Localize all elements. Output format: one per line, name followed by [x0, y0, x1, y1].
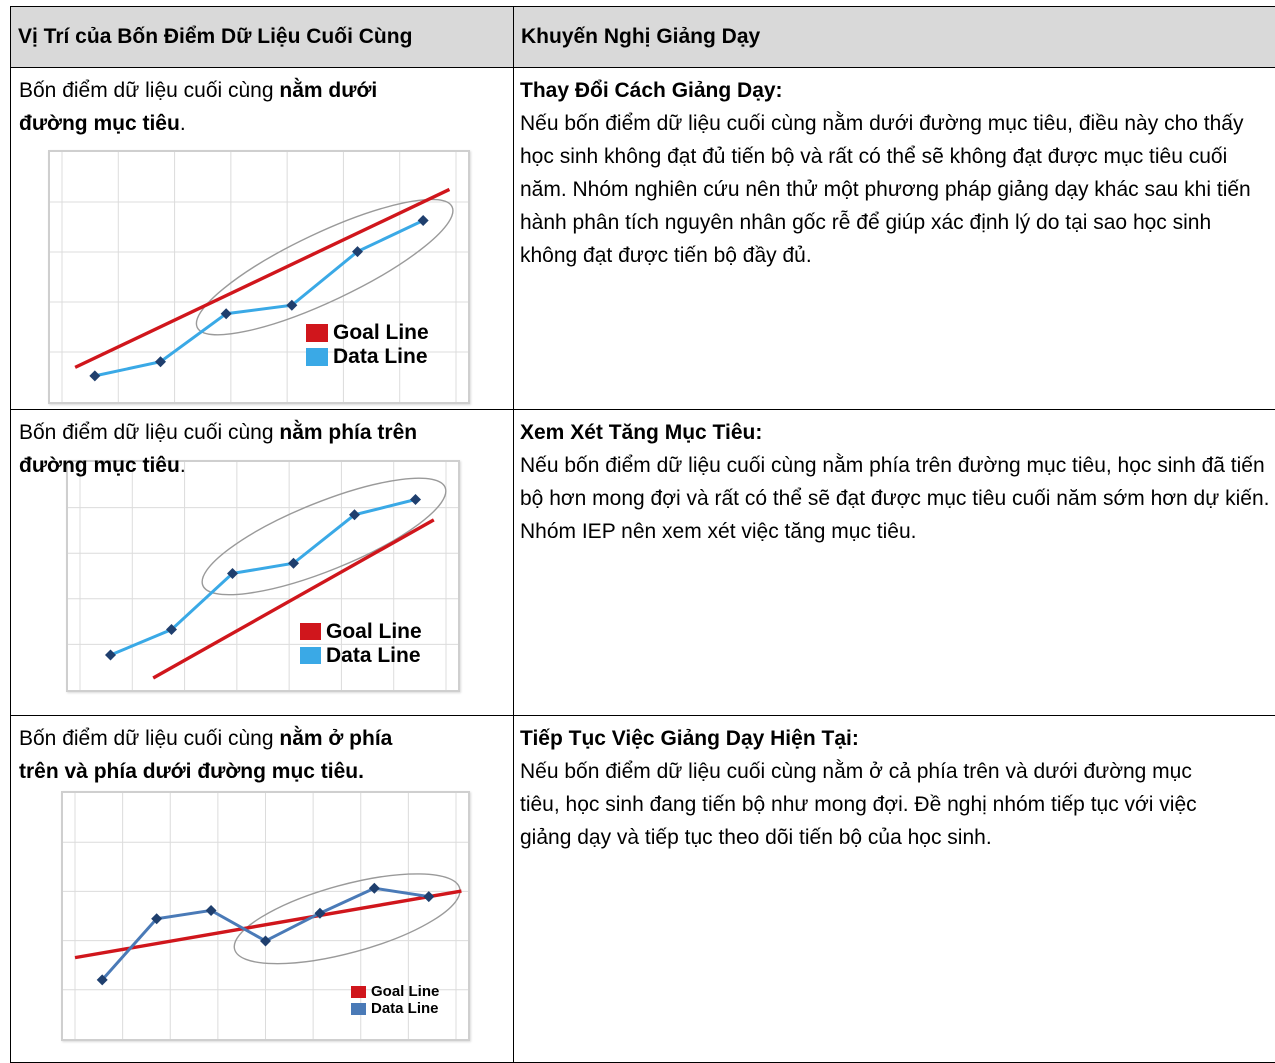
- legend-entry: Data Line: [306, 345, 429, 369]
- legend-swatch: [306, 348, 328, 367]
- recommendation-cell: Thay Đổi Cách Giảng Dạy: Nếu bốn điểm dữ…: [513, 67, 1275, 410]
- table-header-row: Vị Trí của Bốn Điểm Dữ Liệu Cuối Cùng Kh…: [10, 5, 1275, 69]
- data-point: [314, 908, 326, 920]
- location-text: Bốn điểm dữ liệu cuối cùng nằm ở phía tr…: [19, 722, 419, 788]
- location-prefix: Bốn điểm dữ liệu cuối cùng: [19, 727, 280, 751]
- location-text: Bốn điểm dữ liệu cuối cùng nằm phía trên…: [19, 416, 419, 482]
- legend-swatch: [351, 985, 366, 998]
- data-line: [109, 497, 416, 657]
- data-point: [89, 370, 101, 382]
- legend-entry: Data Line: [300, 644, 422, 668]
- location-cell: Bốn điểm dữ liệu cuối cùng nằm dưới đườn…: [10, 67, 514, 410]
- data-point: [288, 557, 299, 569]
- legend-label: Data Line: [371, 1000, 439, 1018]
- data-point: [410, 493, 421, 505]
- data-point: [349, 509, 360, 521]
- chart-above-goal: Goal Line Data Line: [66, 459, 460, 692]
- recommendation-body: Nếu bốn điểm dữ liệu cuối cùng nằm dưới …: [520, 112, 1251, 268]
- legend-label: Goal Line: [371, 983, 440, 1001]
- data-point: [205, 905, 217, 917]
- guidance-table: Vị Trí của Bốn Điểm Dữ Liệu Cuối Cùng Kh…: [10, 5, 1275, 1063]
- data-point: [352, 246, 363, 258]
- data-line: [94, 219, 424, 378]
- legend-swatch: [300, 647, 321, 665]
- data-point: [368, 883, 380, 895]
- chart-legend: Goal Line Data Line: [306, 321, 429, 369]
- highlight-ellipse: [195, 199, 454, 336]
- recommendation-body: Nếu bốn điểm dữ liệu cuối cùng nằm ở cả …: [520, 760, 1197, 850]
- legend-label: Data Line: [326, 643, 421, 667]
- highlight-ellipse: [233, 873, 461, 965]
- table-row: Bốn điểm dữ liệu cuối cùng nằm dưới đườn…: [10, 67, 1275, 410]
- legend-entry: Data Line: [351, 1000, 439, 1017]
- gridlines: [50, 152, 468, 403]
- data-point: [260, 935, 271, 947]
- chart-legend: Goal Line Data Line: [351, 983, 439, 1017]
- location-text: Bốn điểm dữ liệu cuối cùng nằm dưới đườn…: [19, 74, 419, 140]
- chart-plot: [68, 461, 458, 690]
- legend-label: Goal Line: [326, 619, 422, 643]
- location-suffix: .: [179, 453, 186, 477]
- legend-entry: Goal Line: [306, 321, 429, 345]
- location-emphasis: nằm ở phía trên và phía dưới đường mục t…: [19, 727, 393, 784]
- data-point: [96, 974, 108, 986]
- chart-legend: Goal Line Data Line: [300, 620, 422, 668]
- data-point: [155, 356, 166, 368]
- highlight-ellipse: [201, 477, 447, 596]
- data-point: [220, 308, 232, 320]
- legend-label: Data Line: [333, 345, 428, 369]
- header-location: Vị Trí của Bốn Điểm Dữ Liệu Cuối Cùng: [10, 5, 514, 69]
- data-point: [417, 215, 429, 227]
- legend-entry: Goal Line: [300, 620, 422, 644]
- recommendation-body: Nếu bốn điểm dữ liệu cuối cùng nằm phía …: [520, 453, 1270, 543]
- chart-plot: [63, 793, 468, 1040]
- chart-plot: [50, 152, 468, 403]
- recommendation-cell: Xem Xét Tăng Mục Tiêu: Nếu bốn điểm dữ l…: [513, 408, 1275, 717]
- recommendation-cell: Tiếp Tục Việc Giảng Dạy Hiện Tại: Nếu bố…: [513, 715, 1275, 1063]
- legend-swatch: [351, 1002, 366, 1015]
- legend-entry: Goal Line: [351, 983, 439, 1000]
- legend-swatch: [300, 623, 321, 641]
- recommendation-title: Xem Xét Tăng Mục Tiêu:: [520, 420, 763, 444]
- goal-line: [152, 518, 435, 680]
- location-emphasis: nằm phía trên đường mục tiêu: [19, 420, 418, 477]
- data-point: [286, 300, 298, 312]
- data-point: [423, 891, 435, 903]
- table-row: Bốn điểm dữ liệu cuối cùng nằm ở phía tr…: [10, 715, 1275, 1063]
- table-row: Bốn điểm dữ liệu cuối cùng nằm phía trên…: [10, 408, 1275, 717]
- legend-swatch: [306, 324, 328, 343]
- data-point: [166, 623, 177, 635]
- location-prefix: Bốn điểm dữ liệu cuối cùng: [19, 420, 280, 444]
- goal-line: [74, 188, 451, 370]
- location-prefix: Bốn điểm dữ liệu cuối cùng: [19, 79, 280, 103]
- goal-line: [74, 889, 462, 960]
- location-suffix: .: [179, 112, 186, 136]
- legend-label: Goal Line: [333, 321, 429, 345]
- data-point: [151, 913, 163, 925]
- recommendation-title: Tiếp Tục Việc Giảng Dạy Hiện Tại:: [520, 727, 859, 751]
- location-cell: Bốn điểm dữ liệu cuối cùng nằm ở phía tr…: [10, 715, 514, 1063]
- chart-below-goal: Goal Line Data Line: [48, 150, 470, 405]
- data-point: [227, 567, 238, 579]
- recommendation-title: Thay Đổi Cách Giảng Dạy:: [520, 79, 783, 103]
- header-recommendation: Khuyến Nghị Giảng Dạy: [513, 5, 1275, 69]
- gridlines: [63, 793, 468, 1040]
- location-cell: Bốn điểm dữ liệu cuối cùng nằm phía trên…: [10, 408, 514, 717]
- chart-mixed-goal: Goal Line Data Line: [61, 791, 470, 1042]
- location-emphasis: nằm dưới đường mục tiêu: [19, 79, 378, 136]
- data-point: [105, 649, 116, 661]
